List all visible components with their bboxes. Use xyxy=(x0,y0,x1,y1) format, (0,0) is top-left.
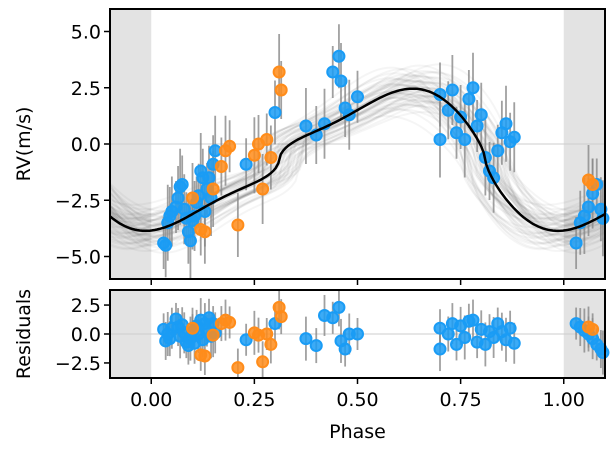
data-point-instrument-2 xyxy=(586,322,600,336)
phase-x-axis-title: Phase xyxy=(329,421,386,443)
data-point-instrument-1 xyxy=(499,117,513,131)
residuals-y-axis-title: Residuals xyxy=(13,289,35,379)
data-point-instrument-1 xyxy=(268,106,282,119)
data-point-instrument-1 xyxy=(351,90,364,104)
data-point-instrument-1 xyxy=(478,337,492,351)
data-point-instrument-1 xyxy=(351,327,364,341)
data-point-instrument-1 xyxy=(309,339,323,353)
residuals-y-ticks: −2.5 0.0 2.5 xyxy=(55,295,110,375)
data-point-instrument-1 xyxy=(334,74,348,88)
data-point-instrument-2 xyxy=(198,349,212,363)
data-point-instrument-1 xyxy=(326,65,340,79)
residuals-data-points xyxy=(157,300,610,375)
data-point-instrument-1 xyxy=(458,330,472,344)
data-point-instrument-2 xyxy=(264,151,278,164)
data-point-instrument-1 xyxy=(503,321,517,335)
data-point-instrument-2 xyxy=(186,191,199,205)
data-point-instrument-1 xyxy=(326,311,340,325)
data-point-instrument-1 xyxy=(332,300,346,314)
data-point-instrument-2 xyxy=(198,225,212,239)
data-point-instrument-1 xyxy=(462,92,476,106)
data-point-instrument-1 xyxy=(445,83,459,97)
y-tick-label: 2.5 xyxy=(71,78,101,100)
data-point-instrument-1 xyxy=(441,327,455,341)
x-tick-label: 0.00 xyxy=(130,389,172,411)
data-point-instrument-2 xyxy=(206,328,220,342)
y-tick-label: −2.5 xyxy=(55,190,101,212)
data-point-instrument-1 xyxy=(433,133,447,146)
data-point-instrument-2 xyxy=(274,310,288,324)
data-point-instrument-1 xyxy=(332,49,346,63)
rv-y-ticks: −5.0 −2.5 0.0 2.5 5.0 xyxy=(55,22,110,269)
data-point-instrument-2 xyxy=(274,83,288,97)
data-point-instrument-1 xyxy=(299,119,313,133)
data-point-instrument-2 xyxy=(223,139,237,153)
rv-panel: −5.0 −2.5 0.0 2.5 5.0 RV(m/s) xyxy=(13,8,610,285)
y-tick-label: −5.0 xyxy=(55,247,101,269)
y-tick-label: 0.0 xyxy=(71,134,101,156)
data-point-instrument-1 xyxy=(171,191,185,205)
data-point-instrument-1 xyxy=(582,200,595,214)
residuals-x-ticks: 0.00 0.25 0.50 0.75 1.00 xyxy=(130,378,585,411)
data-point-instrument-2 xyxy=(214,160,228,173)
data-point-instrument-1 xyxy=(458,133,472,146)
data-point-instrument-2 xyxy=(186,321,199,335)
data-point-instrument-2 xyxy=(260,133,274,146)
data-point-instrument-2 xyxy=(223,315,237,329)
data-point-instrument-1 xyxy=(163,332,177,346)
data-point-instrument-1 xyxy=(159,238,173,252)
data-point-instrument-2 xyxy=(206,182,220,196)
data-point-instrument-1 xyxy=(433,342,447,356)
data-point-instrument-1 xyxy=(470,119,484,133)
data-point-instrument-1 xyxy=(202,171,216,185)
data-point-instrument-1 xyxy=(474,108,488,122)
data-point-instrument-1 xyxy=(175,178,189,191)
x-tick-label: 0.50 xyxy=(336,389,378,411)
data-point-instrument-1 xyxy=(507,130,521,144)
rv-y-axis-title: RV(m/s) xyxy=(13,107,35,182)
data-point-instrument-1 xyxy=(569,236,583,250)
y-tick-label: 2.5 xyxy=(71,295,101,317)
data-point-instrument-2 xyxy=(272,65,286,79)
data-point-instrument-2 xyxy=(586,178,600,191)
data-point-instrument-1 xyxy=(507,336,521,350)
residuals-panel: −2.5 0.0 2.5 0.00 0.25 0.50 0.75 1.00 Residual… xyxy=(13,289,610,443)
data-point-instrument-2 xyxy=(256,182,270,196)
model-curve xyxy=(109,87,606,233)
data-point-instrument-2 xyxy=(231,218,245,232)
data-point-instrument-1 xyxy=(441,103,455,117)
data-point-instrument-1 xyxy=(466,313,480,327)
x-tick-label: 0.25 xyxy=(233,389,275,411)
data-point-instrument-1 xyxy=(338,342,352,356)
y-tick-label: −2.5 xyxy=(55,353,101,375)
y-tick-label: 5.0 xyxy=(71,22,101,44)
data-point-instrument-1 xyxy=(450,337,463,351)
data-point-instrument-1 xyxy=(183,234,197,248)
data-point-instrument-1 xyxy=(299,332,313,346)
data-point-instrument-1 xyxy=(239,157,253,171)
data-point-instrument-2 xyxy=(247,148,261,162)
data-point-instrument-2 xyxy=(256,355,270,369)
rv-x-ticks xyxy=(150,279,565,285)
y-tick-label: 0.0 xyxy=(71,324,101,346)
data-point-instrument-1 xyxy=(466,81,480,95)
data-point-instrument-2 xyxy=(264,337,278,351)
data-point-instrument-2 xyxy=(231,361,245,375)
data-point-instrument-1 xyxy=(239,333,253,347)
data-point-instrument-1 xyxy=(491,144,505,158)
x-tick-label: 0.75 xyxy=(439,389,481,411)
x-tick-label: 1.00 xyxy=(543,389,585,411)
data-point-instrument-2 xyxy=(260,327,274,341)
data-point-instrument-1 xyxy=(450,126,463,140)
data-point-instrument-1 xyxy=(596,346,610,360)
